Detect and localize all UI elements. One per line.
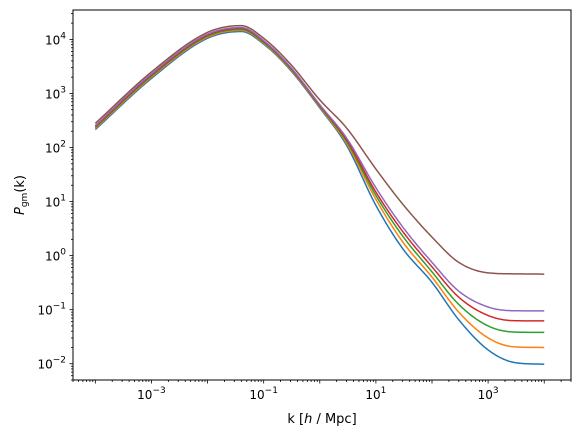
y-tick-label: 100: [45, 248, 66, 264]
y-tick-label: 104: [45, 31, 66, 47]
x-tick-label: 101: [365, 386, 386, 402]
series-line-4: [94, 27, 545, 322]
series-line-1: [94, 30, 545, 365]
y-tick-label: 101: [45, 194, 66, 210]
series-line-5: [94, 26, 545, 312]
plot-frame: [72, 9, 572, 381]
x-axis-ticks: 10−3 10−1 101 103: [72, 380, 572, 402]
x-tick-label: 10−1: [249, 386, 278, 402]
series-line-6: [94, 24, 545, 275]
series-lines: [94, 24, 545, 365]
y-axis-ticks: 10−2 10−1 100 101 102 103 104: [37, 13, 73, 381]
x-tick-label: 103: [478, 386, 499, 402]
y-axis-label: Pgm(k): [13, 175, 30, 215]
y-tick-label: 10−1: [37, 302, 66, 318]
series-line-3: [94, 28, 545, 334]
series-line-2: [94, 29, 545, 349]
x-tick-label: 10−3: [137, 386, 166, 402]
y-tick-label: 102: [45, 140, 66, 156]
x-axis-label: k [h / Mpc]: [287, 412, 356, 427]
y-tick-label: 10−2: [37, 356, 66, 372]
y-tick-label: 103: [45, 85, 66, 101]
